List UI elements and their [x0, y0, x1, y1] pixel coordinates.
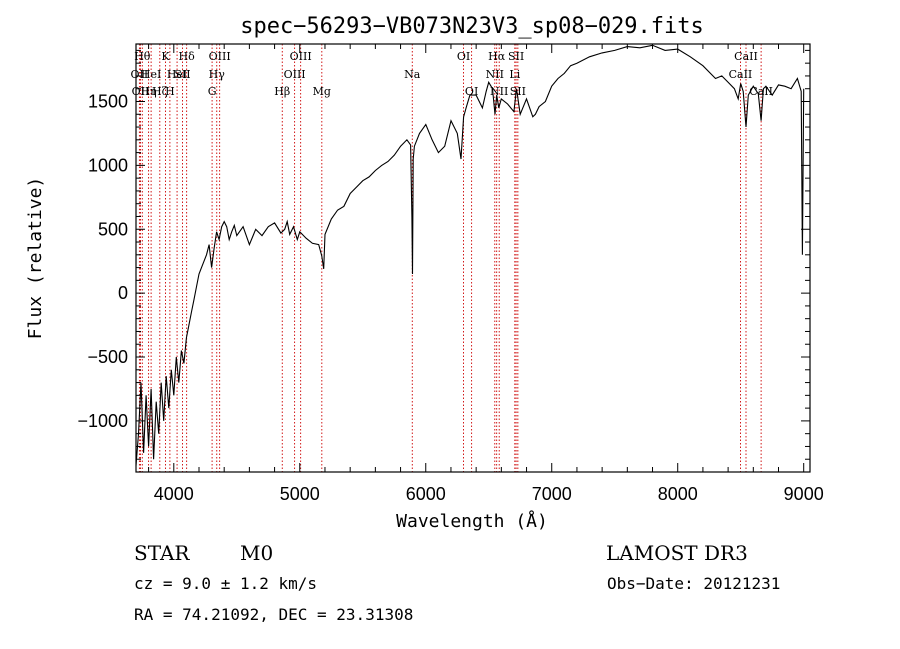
y-tick-label: 0	[118, 283, 128, 303]
spectral-line-label: Hθ	[134, 50, 151, 63]
chart-title: spec−56293−VB073N23V3_sp08−029.fits	[240, 14, 704, 39]
observation-date: Obs−Date: 20121231	[607, 574, 780, 593]
spectral-line-label: OII	[131, 68, 149, 81]
object-subclass: M0	[240, 541, 273, 565]
plot-frame	[135, 43, 811, 473]
spectral-line-label: HeI	[141, 68, 161, 81]
spectral-line-label: Hβ	[274, 85, 290, 98]
x-tick-label: 9000	[784, 484, 824, 504]
spectral-line-label: CaII	[734, 50, 758, 63]
spectral-line-label: Hγ	[209, 68, 226, 81]
x-tick-label: 7000	[532, 484, 572, 504]
y-tick-label: −1000	[77, 411, 128, 431]
spectral-line-label: Mg	[313, 85, 331, 98]
spectral-line-markers	[138, 44, 762, 472]
spectral-line-label: OIII	[209, 50, 231, 63]
spectral-line-label: Hζ	[152, 85, 168, 98]
flux-series-line	[135, 44, 805, 466]
sky-coordinates: RA = 74.21092, DEC = 23.31308	[134, 605, 413, 624]
spectral-line-label: OIII	[284, 68, 306, 81]
y-tick-label: 1000	[88, 155, 128, 175]
survey-name: LAMOST DR3	[606, 541, 748, 565]
y-tick-label: 1500	[88, 91, 128, 111]
spectral-line-label: NII	[486, 68, 504, 81]
y-axis-label: Flux (relative)	[25, 177, 46, 340]
spectral-line-label: Hη	[141, 85, 157, 98]
spectral-line-label: Hα	[488, 50, 506, 63]
y-tick-label: −500	[87, 347, 128, 367]
spectral-line-label: SII	[174, 68, 190, 81]
x-axis-label: Wavelength (Å)	[396, 510, 548, 532]
spectral-line-label: OIII	[290, 50, 312, 63]
redshift-velocity: cz = 9.0 ± 1.2 km/s	[134, 574, 317, 593]
spectral-line-label: SII	[510, 85, 526, 98]
object-class: STAR	[134, 541, 190, 565]
spectral-line-label: H	[165, 85, 175, 98]
x-tick-label: 4000	[154, 484, 194, 504]
spectral-line-labels: HθOIIOIIHηHeIHζKHHeISIIHδGHγOIIIHβOIIIOI…	[131, 50, 773, 98]
y-tick-label: 500	[98, 219, 128, 239]
x-tick-label: 8000	[658, 484, 698, 504]
x-tick-label: 5000	[280, 484, 320, 504]
x-axis-ticks: 4000 5000 6000 7000 8000 9000	[148, 44, 824, 504]
x-tick-label: 6000	[406, 484, 446, 504]
spectral-line-label: HeI	[167, 68, 187, 81]
spectral-line-label: K	[161, 50, 170, 63]
spectral-line-label: Na	[404, 68, 421, 81]
spectral-line-label: SII	[508, 50, 524, 63]
spectral-line-label: Hδ	[179, 50, 196, 63]
y-axis-ticks: −1000 −500 0 500 1000 1500	[77, 49, 810, 460]
spectral-line-label: CaII	[729, 68, 753, 81]
spectral-line-label: NII	[490, 85, 508, 98]
spectral-line-label: G	[208, 85, 217, 98]
spectral-line-label: Li	[509, 68, 520, 81]
spectral-line-label: OI	[457, 50, 470, 63]
